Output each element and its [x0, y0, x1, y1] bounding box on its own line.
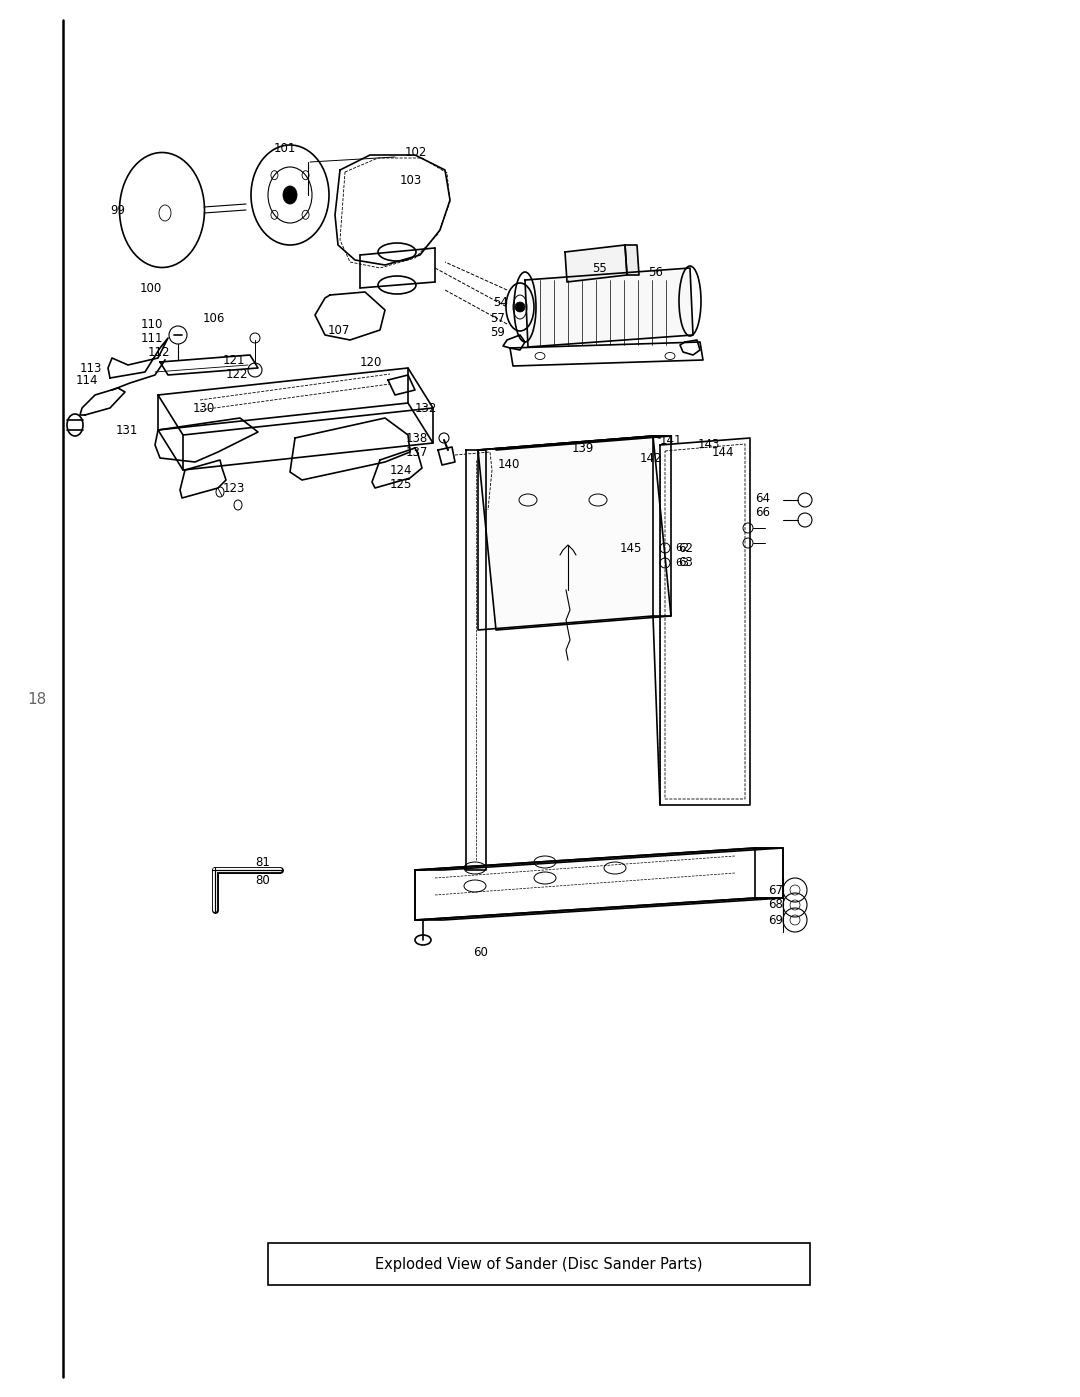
Circle shape — [168, 326, 187, 344]
Text: 64: 64 — [755, 492, 770, 504]
Text: 125: 125 — [390, 479, 413, 492]
Text: 67: 67 — [768, 883, 783, 897]
Text: 141: 141 — [660, 433, 683, 447]
Text: 111: 111 — [140, 331, 163, 345]
Polygon shape — [465, 450, 486, 870]
Polygon shape — [478, 436, 671, 630]
Text: 62: 62 — [675, 543, 689, 553]
Polygon shape — [625, 244, 639, 275]
Text: 18: 18 — [27, 693, 46, 707]
Text: 132: 132 — [415, 401, 437, 415]
Text: 54: 54 — [494, 296, 508, 309]
Polygon shape — [525, 268, 693, 346]
Text: 69: 69 — [768, 914, 783, 926]
Text: 143: 143 — [698, 439, 720, 451]
Text: 145: 145 — [620, 542, 643, 555]
Text: 120: 120 — [360, 355, 382, 369]
Ellipse shape — [283, 186, 297, 204]
Text: 99: 99 — [110, 204, 125, 217]
Text: 66: 66 — [755, 506, 770, 518]
Text: 142: 142 — [640, 451, 662, 464]
Text: 121: 121 — [222, 353, 245, 366]
Text: 138: 138 — [406, 432, 428, 444]
Text: 110: 110 — [140, 319, 163, 331]
Text: 123: 123 — [222, 482, 245, 495]
Text: 140: 140 — [498, 458, 519, 472]
Text: 113: 113 — [80, 362, 102, 374]
Text: 62: 62 — [678, 542, 693, 555]
Polygon shape — [415, 848, 783, 870]
Text: 139: 139 — [572, 441, 594, 454]
FancyBboxPatch shape — [268, 1243, 810, 1285]
Text: 60: 60 — [473, 946, 488, 958]
Text: 56: 56 — [648, 265, 663, 278]
Circle shape — [515, 302, 525, 312]
Text: 112: 112 — [148, 345, 170, 359]
Text: 114: 114 — [76, 373, 98, 387]
Text: 103: 103 — [400, 173, 422, 187]
Text: 137: 137 — [406, 446, 428, 458]
Text: 106: 106 — [203, 312, 225, 324]
Text: 130: 130 — [192, 401, 215, 415]
Text: 55: 55 — [592, 261, 607, 274]
Text: 131: 131 — [116, 423, 138, 436]
Text: 144: 144 — [712, 446, 734, 458]
Text: 68: 68 — [768, 898, 783, 911]
Text: 124: 124 — [390, 464, 413, 476]
Text: 81: 81 — [255, 855, 270, 869]
Polygon shape — [565, 244, 627, 282]
Text: 80: 80 — [255, 873, 270, 887]
Text: 57: 57 — [490, 312, 505, 324]
Text: 122: 122 — [226, 369, 248, 381]
Text: 59: 59 — [490, 326, 505, 338]
Text: 63: 63 — [675, 557, 689, 569]
Text: 63: 63 — [678, 556, 693, 569]
Text: 102: 102 — [405, 145, 428, 158]
Text: 100: 100 — [139, 282, 162, 295]
Text: 101: 101 — [274, 141, 296, 155]
Text: Exploded View of Sander (Disc Sander Parts): Exploded View of Sander (Disc Sander Par… — [375, 1256, 703, 1271]
Text: 107: 107 — [328, 324, 350, 337]
